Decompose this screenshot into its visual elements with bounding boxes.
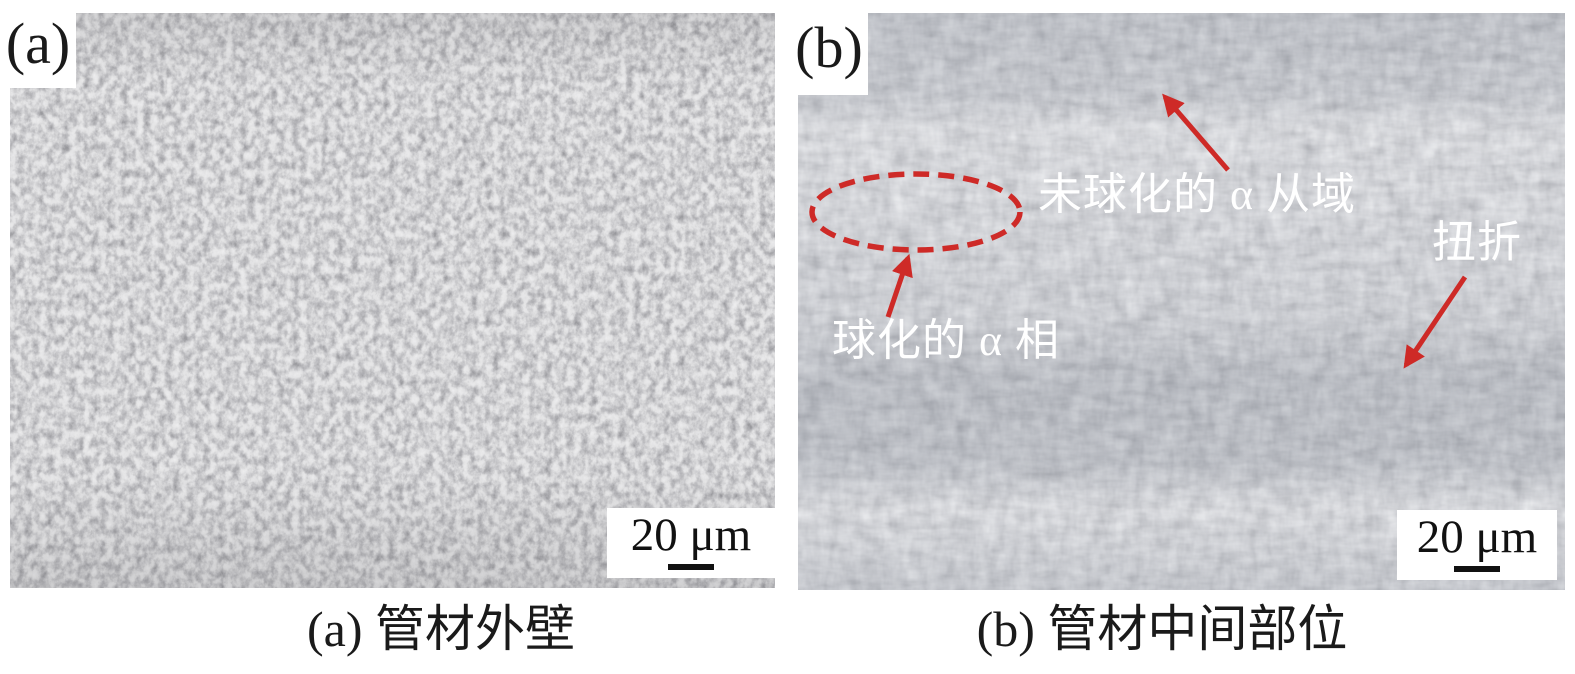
micrograph-panel-b	[798, 13, 1565, 590]
panel-a-scale-indicator: 20 μm	[607, 508, 775, 578]
panel-b-corner-label-text: (b)	[795, 14, 863, 80]
micrograph-texture-a	[10, 13, 775, 588]
panel-a-corner-label: (a)	[0, 0, 76, 88]
micrograph-texture-b	[798, 13, 1565, 590]
panel-b-scale-indicator: 20 μm	[1397, 510, 1557, 580]
panel-b-corner-label: (b)	[790, 0, 868, 95]
annotation-unspheroidized-alpha-colony: 未球化的 α 从域	[1038, 170, 1357, 219]
panel-b-scale-bar	[1454, 566, 1500, 572]
annotation-spheroidized-alpha-phase: 球化的 α 相	[832, 316, 1061, 365]
panel-a-caption: (a) 管材外壁	[307, 601, 575, 657]
annotation-kink: 扭折	[1432, 218, 1522, 267]
panel-a-scale-label: 20 μm	[630, 509, 752, 561]
panel-a-scale-bar	[668, 564, 714, 570]
panel-b-caption: (b) 管材中间部位	[976, 601, 1348, 657]
micrograph-panel-a	[10, 13, 775, 588]
panel-b-scale-label: 20 μm	[1416, 511, 1538, 563]
panel-a-corner-label-text: (a)	[5, 11, 71, 76]
